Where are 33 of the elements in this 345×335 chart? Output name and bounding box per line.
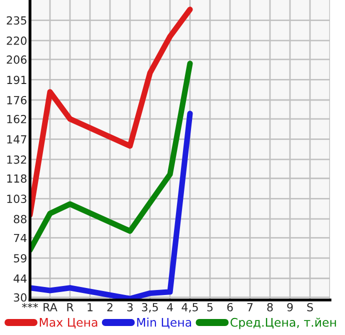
y-tick-label: 103	[7, 194, 26, 204]
y-tick-label: 147	[7, 135, 26, 144]
x-tick-label: 3,5	[142, 302, 158, 313]
y-tick-label: 235	[6, 16, 26, 25]
x-tick-label: 9	[287, 302, 293, 312]
y-tick-label: 44	[14, 274, 27, 283]
y-tick-label: 206	[6, 55, 27, 64]
x-tick-label: 4,5	[182, 303, 198, 313]
x-tick-label: R	[67, 303, 74, 312]
x-tick-label: 6	[227, 302, 233, 312]
y-tick-label: 88	[14, 214, 26, 224]
legend-label: Сред.Цена, т.йен	[230, 318, 336, 330]
x-tick-label: RA	[44, 303, 58, 312]
x-tick-label: 2	[107, 302, 112, 312]
y-tick-label: 176	[7, 96, 27, 104]
y-tick-label: 118	[7, 174, 26, 183]
legend-label: Min Цена	[137, 318, 192, 328]
y-tick-label: 30	[14, 293, 26, 302]
x-tick-label: 5	[207, 303, 213, 312]
x-tick-label: 1	[88, 303, 93, 312]
x-tick-label: ***	[22, 302, 38, 308]
x-tick-label: 3	[127, 302, 133, 312]
x-tick-label: 8	[267, 302, 273, 312]
x-tick-label: 7	[247, 303, 253, 312]
x-tick-label: S	[307, 302, 313, 312]
legend-label: Max Цена	[40, 318, 98, 328]
y-tick-label: 132	[7, 155, 26, 164]
x-tick-label: 4	[167, 303, 173, 312]
y-tick-label: 220	[6, 36, 26, 45]
y-tick-label: 74	[14, 234, 27, 242]
y-tick-label: 162	[7, 114, 26, 124]
y-tick-label: 191	[7, 76, 26, 84]
y-tick-label: 59	[14, 254, 26, 262]
